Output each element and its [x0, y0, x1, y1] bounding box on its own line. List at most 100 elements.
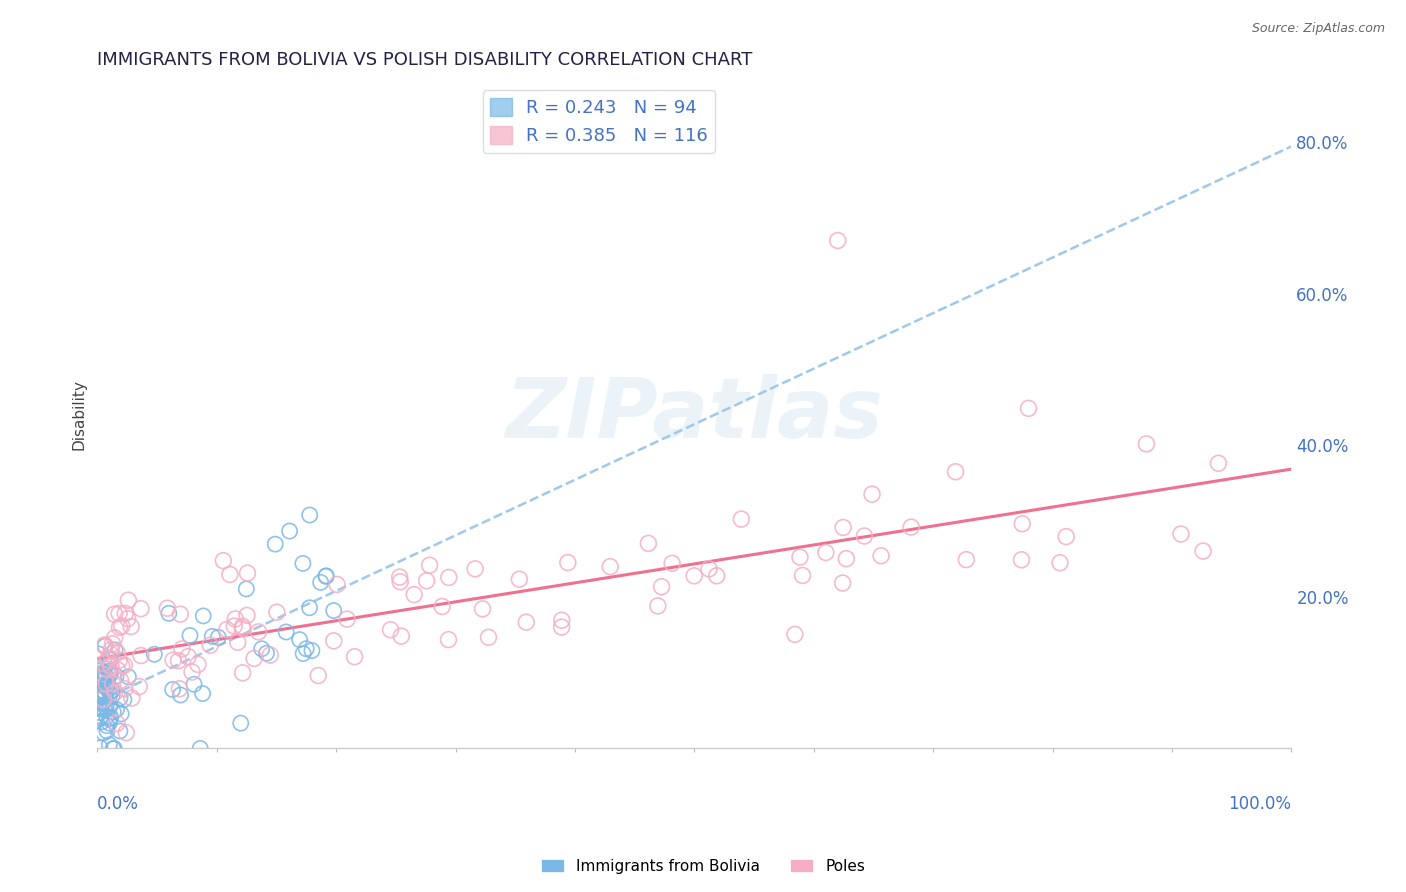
Point	[98, 699, 121, 714]
Point	[219, 567, 242, 582]
Point	[117, 670, 139, 684]
Point	[167, 654, 190, 668]
Point	[87, 689, 110, 703]
Text: Source: ZipAtlas.com: Source: ZipAtlas.com	[1251, 22, 1385, 36]
Point	[1054, 530, 1077, 544]
Point	[105, 663, 128, 677]
Point	[170, 641, 193, 656]
Point	[187, 657, 209, 672]
Point	[101, 676, 124, 690]
Point	[93, 638, 115, 652]
Point	[91, 673, 114, 688]
Point	[226, 635, 249, 649]
Point	[169, 688, 191, 702]
Point	[309, 575, 332, 590]
Point	[870, 549, 893, 563]
Point	[415, 574, 437, 588]
Point	[86, 693, 108, 707]
Point	[93, 703, 115, 717]
Point	[236, 566, 259, 580]
Point	[1011, 553, 1033, 567]
Point	[129, 648, 152, 663]
Point	[108, 607, 131, 621]
Point	[121, 691, 143, 706]
Point	[215, 623, 238, 637]
Point	[87, 647, 110, 661]
Point	[128, 680, 150, 694]
Point	[117, 612, 139, 626]
Point	[101, 683, 124, 698]
Point	[96, 709, 118, 723]
Point	[292, 647, 315, 661]
Point	[117, 593, 139, 607]
Point	[98, 716, 121, 731]
Point	[93, 657, 115, 671]
Point	[91, 670, 114, 684]
Point	[104, 643, 127, 657]
Point	[955, 552, 977, 566]
Point	[789, 550, 811, 565]
Point	[93, 692, 115, 706]
Point	[343, 649, 366, 664]
Point	[110, 706, 132, 721]
Point	[108, 691, 131, 706]
Point	[86, 691, 108, 706]
Point	[86, 667, 108, 681]
Point	[322, 633, 344, 648]
Point	[105, 716, 128, 731]
Point	[98, 667, 121, 681]
Point	[477, 630, 499, 644]
Point	[266, 605, 288, 619]
Point	[706, 568, 728, 582]
Point	[89, 740, 111, 755]
Point	[98, 686, 121, 700]
Point	[322, 603, 344, 617]
Point	[198, 638, 221, 652]
Point	[90, 664, 112, 678]
Point	[814, 545, 837, 559]
Point	[101, 637, 124, 651]
Point	[945, 465, 967, 479]
Point	[120, 619, 142, 633]
Point	[224, 612, 246, 626]
Point	[94, 699, 117, 714]
Point	[94, 698, 117, 712]
Point	[256, 646, 278, 660]
Point	[96, 675, 118, 690]
Point	[104, 631, 127, 645]
Point	[298, 600, 321, 615]
Point	[278, 524, 301, 538]
Legend: R = 0.243   N = 94, R = 0.385   N = 116: R = 0.243 N = 94, R = 0.385 N = 116	[482, 90, 716, 153]
Point	[183, 677, 205, 691]
Point	[188, 741, 211, 756]
Point	[232, 619, 254, 633]
Point	[471, 602, 494, 616]
Point	[91, 669, 114, 683]
Point	[236, 608, 259, 623]
Point	[156, 601, 179, 615]
Point	[783, 627, 806, 641]
Point	[98, 738, 121, 752]
Point	[169, 607, 191, 622]
Point	[101, 741, 124, 756]
Point	[326, 577, 349, 591]
Point	[235, 582, 257, 596]
Point	[104, 685, 127, 699]
Point	[89, 669, 111, 683]
Point	[105, 646, 128, 660]
Point	[1018, 401, 1040, 416]
Point	[97, 652, 120, 666]
Point	[100, 647, 122, 661]
Point	[900, 520, 922, 534]
Point	[1011, 516, 1033, 531]
Point	[105, 702, 128, 716]
Point	[259, 648, 281, 662]
Point	[336, 612, 359, 626]
Point	[98, 665, 121, 680]
Point	[464, 562, 486, 576]
Point	[101, 689, 124, 703]
Point	[179, 628, 201, 642]
Point	[103, 741, 125, 756]
Point	[90, 709, 112, 723]
Point	[103, 705, 125, 719]
